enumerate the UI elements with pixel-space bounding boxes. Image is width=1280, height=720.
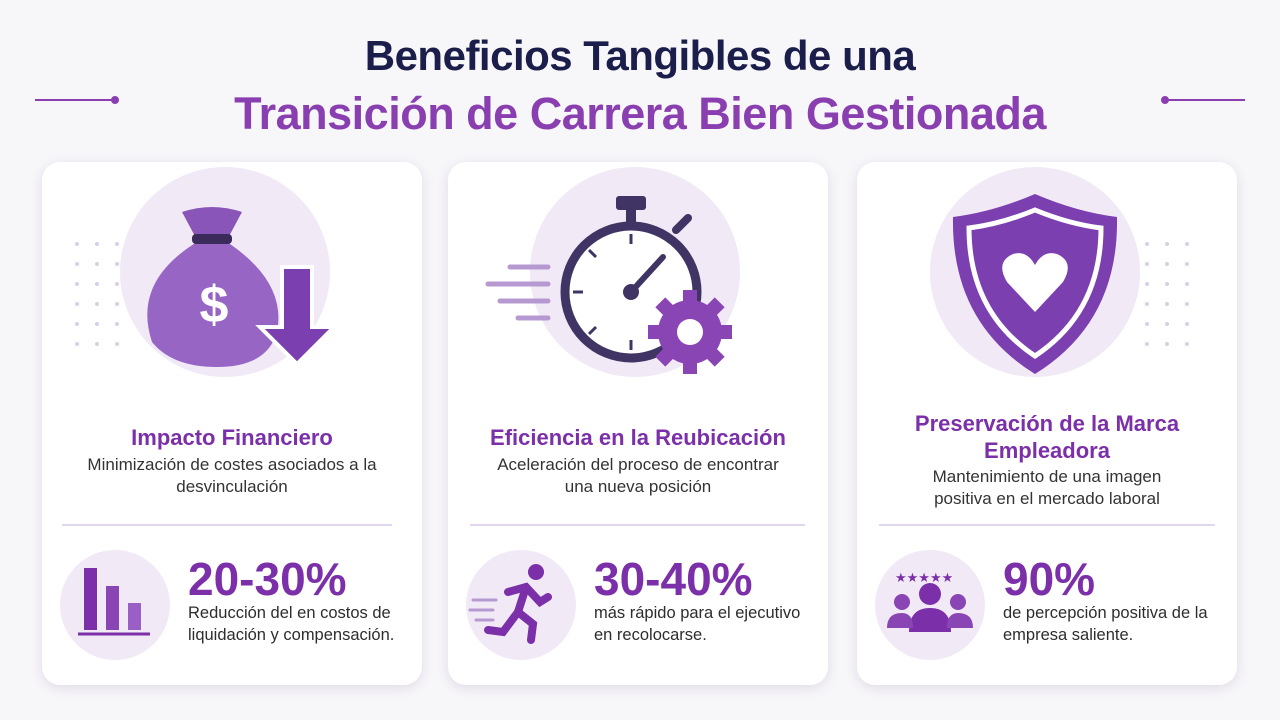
stat-value: 90% — [1003, 553, 1096, 605]
stat-text: Reducción del en costos de liquidación y… — [188, 604, 395, 644]
card-description: Mantenimiento de una imagen positiva en … — [932, 467, 1162, 508]
title-line1: Beneficios Tangibles de una — [364, 32, 916, 79]
card-title: Eficiencia en la Reubicación — [490, 424, 786, 450]
stat-value: 30-40% — [594, 553, 753, 605]
card-description: Aceleración del proceso de encontrar una… — [497, 455, 779, 496]
stat-text: más rápido para el ejecutivo en recoloca… — [594, 604, 801, 644]
card-title: Preservación de la Marca Empleadora — [914, 411, 1180, 463]
card-title: Impacto Financiero — [131, 424, 333, 450]
card-icons: $ — [60, 167, 392, 660]
svg-text:★★★★★: ★★★★★ — [895, 571, 953, 586]
svg-text:$: $ — [200, 276, 229, 334]
card: ★★★★★ Preservación de la Marca Empleador… — [857, 162, 1237, 685]
title-line2: Transición de Carrera Bien Gestionada — [234, 88, 1046, 139]
card: Eficiencia en la Reubicación Aceleración… — [448, 162, 828, 685]
card: $ Impacto Financiero Minimización de cos… — [42, 162, 422, 685]
card-icons: ★★★★★ — [875, 167, 1215, 660]
card-description: Minimización de costes asociados a la de… — [87, 455, 377, 496]
stat-text: de percepción positiva de la empresa sal… — [1003, 604, 1208, 644]
stat-value: 20-30% — [188, 553, 347, 605]
card-icons — [466, 167, 805, 660]
